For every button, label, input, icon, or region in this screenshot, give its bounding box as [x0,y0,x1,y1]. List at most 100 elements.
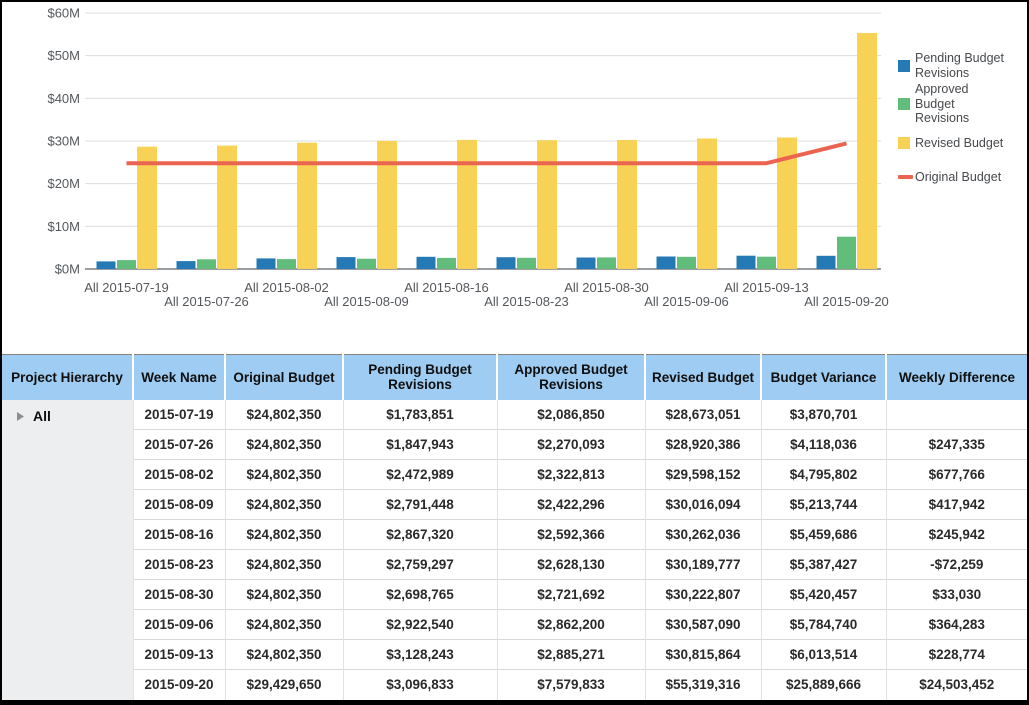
bar-pending-budget-revisions[interactable] [336,257,356,269]
y-axis-tick-label: $60M [47,6,80,21]
cell-week-name: 2015-08-16 [132,519,225,550]
bar-pending-budget-revisions[interactable] [96,261,116,269]
bar-pending-budget-revisions[interactable] [576,257,596,270]
cell-budget-variance: $5,459,686 [760,519,886,550]
column-header-budget-variance[interactable]: Budget Variance [760,354,886,400]
chart-canvas: $0M $10M $20M $30M $40M $50M $60M All 2015-07-1… [47,6,889,310]
column-header-pending-budget-revisions[interactable]: Pending Budget Revisions [342,354,497,400]
chart-legend: Pending Budget Revisions Approved Budget … [898,51,1027,187]
pending-budget-revisions-swatch-icon [898,59,910,72]
column-header-week-name[interactable]: Week Name [132,354,225,400]
triangle-right-icon[interactable] [16,411,25,422]
cell-weekly-difference: $417,942 [885,489,1027,520]
bar-approved-budget-revisions[interactable] [437,257,456,269]
column-header-original-budget[interactable]: Original Budget [224,354,343,400]
cell-budget-variance: $5,387,427 [760,549,886,580]
bar-approved-budget-revisions[interactable] [117,260,136,269]
bar-approved-budget-revisions[interactable] [357,258,376,269]
column-header-approved-budget-revisions[interactable]: Approved Budget Revisions [496,354,645,400]
bar-revised-budget[interactable] [617,140,637,269]
table-row: 2015-08-30 $24,802,350 $2,698,765 $2,721,69… [2,579,1027,610]
bar-revised-budget[interactable] [217,145,237,269]
cell-pending-budget-revisions: $2,867,320 [342,519,497,550]
cell-weekly-difference: $677,766 [885,459,1027,490]
approved-budget-revisions-swatch-icon [898,97,910,110]
bar-pending-budget-revisions[interactable] [416,256,436,269]
bar-pending-budget-revisions[interactable] [496,257,516,269]
bar-pending-budget-revisions[interactable] [736,255,756,269]
cell-pending-budget-revisions: $2,791,448 [342,489,497,520]
legend-item-revised-budget[interactable]: Revised Budget [898,136,1027,151]
cell-revised-budget: $30,222,807 [644,579,761,610]
cell-budget-variance: $3,870,701 [760,399,886,430]
cell-weekly-difference: $245,942 [885,519,1027,550]
table-row: 2015-09-13 $24,802,350 $3,128,243 $2,885,27… [2,639,1027,670]
cell-original-budget: $24,802,350 [224,429,343,460]
cell-budget-variance: $5,784,740 [760,609,886,640]
cell-week-name: 2015-07-19 [132,399,225,430]
table-row: 2015-08-16 $24,802,350 $2,867,320 $2,592,36… [2,519,1027,550]
x-axis-tick-label: All 2015-09-06 [644,294,729,309]
bar-approved-budget-revisions[interactable] [837,236,856,269]
cell-original-budget: $24,802,350 [224,579,343,610]
legend-item-approved-budget-revisions[interactable]: Approved Budget Revisions [898,82,1027,126]
cell-week-name: 2015-09-13 [132,639,225,670]
bar-approved-budget-revisions[interactable] [757,256,776,269]
cell-budget-variance: $5,213,744 [760,489,886,520]
cell-approved-budget-revisions: $2,086,850 [496,399,645,430]
cell-approved-budget-revisions: $2,270,093 [496,429,645,460]
x-axis-tick-label: All 2015-09-13 [724,280,809,295]
hierarchy-cell-all[interactable]: All [2,399,133,700]
legend-label: Approved Budget Revisions [915,82,970,125]
cell-approved-budget-revisions: $2,592,366 [496,519,645,550]
cell-budget-variance: $6,013,514 [760,639,886,670]
cell-original-budget: $24,802,350 [224,489,343,520]
cell-revised-budget: $55,319,316 [644,669,761,700]
y-axis-tick-label: $10M [47,219,80,234]
column-header-project-hierarchy[interactable]: Project Hierarchy [2,354,133,400]
cell-approved-budget-revisions: $2,885,271 [496,639,645,670]
cell-weekly-difference: $24,503,452 [885,669,1027,700]
bar-revised-budget[interactable] [537,140,557,269]
legend-item-original-budget[interactable]: Original Budget [898,170,1027,185]
table-row: 2015-08-02 $24,802,350 $2,472,989 $2,322,81… [2,459,1027,490]
bar-pending-budget-revisions[interactable] [256,258,276,269]
bar-approved-budget-revisions[interactable] [277,259,296,269]
bar-approved-budget-revisions[interactable] [517,257,536,269]
bar-revised-budget[interactable] [377,140,397,269]
cell-original-budget: $24,802,350 [224,639,343,670]
bar-approved-budget-revisions[interactable] [597,257,616,269]
bar-pending-budget-revisions[interactable] [176,261,196,269]
legend-label: Pending Budget Revisions [915,51,1004,80]
x-axis-tick-label: All 2015-09-20 [804,294,889,309]
bar-revised-budget[interactable] [697,138,717,270]
cell-pending-budget-revisions: $1,847,943 [342,429,497,460]
line-original-budget[interactable] [126,141,847,166]
table-header-row: Project Hierarchy Week Name Original Budge… [2,354,1027,400]
bar-revised-budget[interactable] [457,139,477,269]
table-row: All 2015-07-19 $24,802,350 $1,783,851 $2,086… [2,399,1027,700]
legend-item-pending-budget-revisions[interactable]: Pending Budget Revisions [898,51,1027,80]
bar-pending-budget-revisions[interactable] [816,255,836,269]
x-axis-tick-label: All 2015-08-30 [564,280,649,295]
column-header-revised-budget[interactable]: Revised Budget [644,354,761,400]
cell-pending-budget-revisions: $3,128,243 [342,639,497,670]
x-axis-tick-label: All 2015-08-16 [404,280,489,295]
cell-original-budget: $24,802,350 [224,549,343,580]
table-row: 2015-07-26 $24,802,350 $1,847,943 $2,270,09… [2,429,1027,460]
bar-revised-budget[interactable] [297,142,317,269]
bar-revised-budget[interactable] [857,33,877,269]
cell-pending-budget-revisions: $2,922,540 [342,609,497,640]
bar-pending-budget-revisions[interactable] [656,256,676,270]
y-axis-tick-label: $30M [47,134,80,149]
bar-approved-budget-revisions[interactable] [197,259,216,269]
cell-approved-budget-revisions: $7,579,833 [496,669,645,700]
bar-approved-budget-revisions[interactable] [677,256,696,269]
bar-revised-budget[interactable] [137,146,157,269]
cell-pending-budget-revisions: $2,759,297 [342,549,497,580]
cell-weekly-difference: -$72,259 [885,549,1027,580]
legend-label: Original Budget [915,170,1002,184]
bar-revised-budget[interactable] [777,137,797,270]
column-header-weekly-difference[interactable]: Weekly Difference [885,354,1027,400]
